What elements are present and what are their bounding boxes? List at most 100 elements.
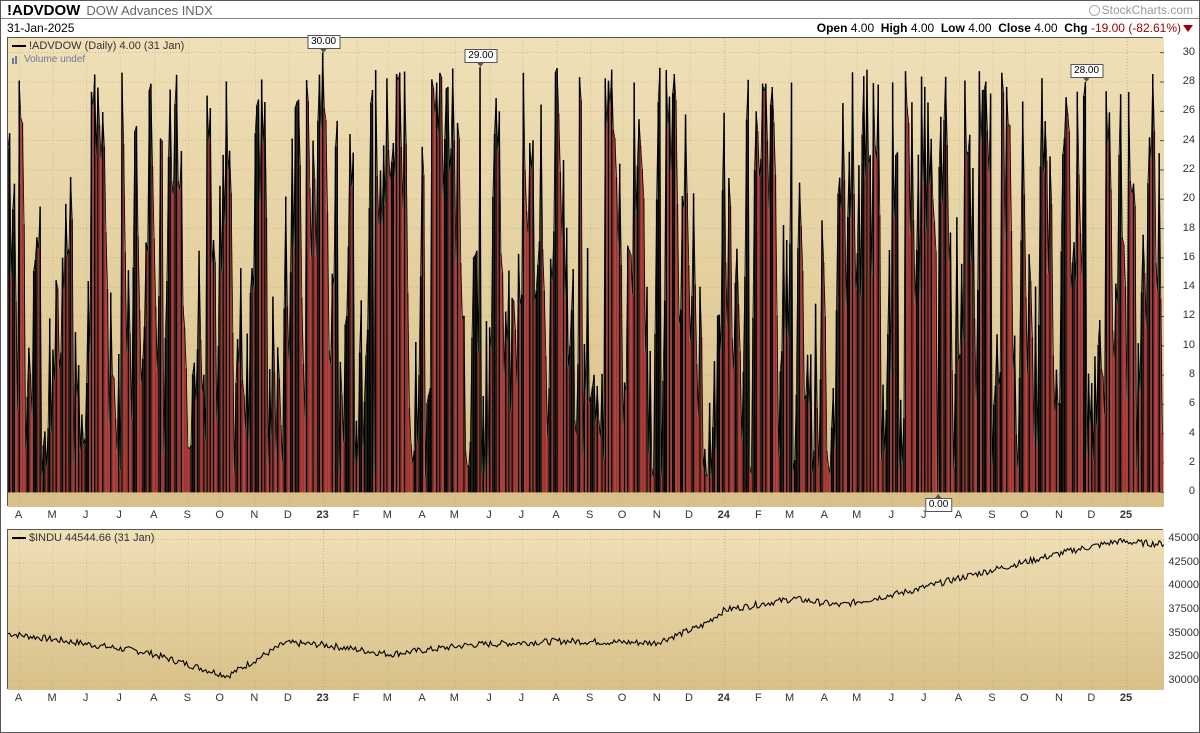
x-tick-label: D xyxy=(1087,509,1095,521)
x-tick-label: A xyxy=(955,692,962,704)
x-tick-label: J xyxy=(889,692,895,704)
x-tick-label: M xyxy=(785,692,794,704)
x-tick-label: N xyxy=(1055,509,1063,521)
high-label: High xyxy=(881,21,908,35)
x-tick-label: A xyxy=(821,692,828,704)
main-x-axis: AMJJASOND23FMAMJJASOND24FMAMJJASOND25 xyxy=(7,507,1163,527)
x-tick-label: N xyxy=(250,509,258,521)
y-tick-label: 16 xyxy=(1183,251,1195,263)
x-tick-label: N xyxy=(250,692,258,704)
x-tick-label: S xyxy=(184,509,191,521)
x-tick-label: D xyxy=(284,692,292,704)
y-tick-label: 28 xyxy=(1183,75,1195,87)
chart-header: !ADVDOW DOW Advances INDX StockCharts.co… xyxy=(1,1,1199,19)
x-tick-label: D xyxy=(284,509,292,521)
stockchart-container: !ADVDOW DOW Advances INDX StockCharts.co… xyxy=(0,0,1200,733)
y-tick-label: 32500 xyxy=(1168,650,1199,662)
x-tick-label: N xyxy=(653,509,661,521)
x-tick-label: A xyxy=(418,509,425,521)
legend-vol-icon xyxy=(12,55,22,63)
y-tick-label: 8 xyxy=(1189,368,1195,380)
x-tick-label: O xyxy=(215,509,224,521)
x-tick-label: D xyxy=(685,509,693,521)
indu-chart-svg xyxy=(8,530,1164,690)
price-callout: 30.00 xyxy=(307,35,340,49)
y-tick-label: 20 xyxy=(1183,192,1195,204)
x-tick-label: O xyxy=(1020,509,1029,521)
price-callout: 28.00 xyxy=(1070,64,1103,78)
x-tick-label: D xyxy=(1087,692,1095,704)
chg-value: -19.00 (-82.61%) xyxy=(1091,21,1181,35)
x-tick-label: A xyxy=(552,692,559,704)
price-callout: 29.00 xyxy=(464,49,497,63)
x-tick-label: J xyxy=(889,509,895,521)
x-tick-label: M xyxy=(383,509,392,521)
y-tick-label: 42500 xyxy=(1168,556,1199,568)
x-tick-label: A xyxy=(552,509,559,521)
x-tick-label: 23 xyxy=(316,692,328,704)
volume-label: Volume undef xyxy=(24,54,85,65)
indu-y-axis: 30000 32500 35000 37500 40000 42500 45000 xyxy=(1165,529,1200,689)
close-label: Close xyxy=(998,21,1031,35)
ticker-symbol: !ADVDOW xyxy=(7,2,80,19)
y-tick-label: 6 xyxy=(1189,397,1195,409)
x-tick-label: M xyxy=(785,509,794,521)
chg-label: Chg xyxy=(1064,21,1087,35)
x-tick-label: 24 xyxy=(718,509,730,521)
high-value: 4.00 xyxy=(911,21,934,35)
legend-line-icon xyxy=(12,537,26,539)
main-y-axis: 024681012141618202224262830 xyxy=(1165,37,1197,506)
y-tick-label: 30000 xyxy=(1168,674,1199,686)
main-chart-panel: !ADVDOW (Daily) 4.00 (31 Jan) Volume und… xyxy=(7,37,1163,506)
x-tick-label: F xyxy=(755,509,762,521)
x-tick-label: O xyxy=(1020,692,1029,704)
y-tick-label: 30 xyxy=(1183,46,1195,58)
main-legend-text: !ADVDOW (Daily) 4.00 (31 Jan) xyxy=(29,40,184,52)
low-value: 4.00 xyxy=(968,21,991,35)
x-tick-label: S xyxy=(988,509,995,521)
y-tick-label: 35000 xyxy=(1168,627,1199,639)
watermark-text: StockCharts.com xyxy=(1102,3,1193,17)
x-tick-label: O xyxy=(215,692,224,704)
x-tick-label: A xyxy=(15,692,22,704)
indu-legend-text: $INDU 44544.66 (31 Jan) xyxy=(29,532,154,544)
x-tick-label: M xyxy=(47,509,56,521)
y-tick-label: 18 xyxy=(1183,222,1195,234)
legend-line-icon xyxy=(12,45,26,47)
x-tick-label: N xyxy=(653,692,661,704)
x-tick-label: A xyxy=(150,509,157,521)
indu-legend: $INDU 44544.66 (31 Jan) xyxy=(12,532,154,545)
x-tick-label: 23 xyxy=(316,509,328,521)
indu-x-axis: AMJJASOND23FMAMJJASOND24FMAMJJASOND25 xyxy=(7,690,1163,710)
x-tick-label: 25 xyxy=(1120,692,1132,704)
x-tick-label: S xyxy=(586,509,593,521)
x-tick-label: M xyxy=(852,692,861,704)
y-tick-label: 45000 xyxy=(1168,532,1199,544)
x-tick-label: N xyxy=(1055,692,1063,704)
x-tick-label: J xyxy=(486,509,492,521)
x-tick-label: J xyxy=(486,692,492,704)
chart-subheader: 31-Jan-2025 Open 4.00 High 4.00 Low 4.00… xyxy=(1,19,1199,36)
chart-date: 31-Jan-2025 xyxy=(7,21,74,35)
x-tick-label: F xyxy=(353,509,360,521)
x-tick-label: M xyxy=(450,692,459,704)
x-tick-label: O xyxy=(618,509,627,521)
y-tick-label: 0 xyxy=(1189,485,1195,497)
y-tick-label: 37500 xyxy=(1168,603,1199,615)
y-tick-label: 40000 xyxy=(1168,579,1199,591)
x-tick-label: J xyxy=(519,509,525,521)
x-tick-label: O xyxy=(618,692,627,704)
x-tick-label: J xyxy=(83,692,89,704)
y-tick-label: 12 xyxy=(1183,309,1195,321)
low-label: Low xyxy=(941,21,965,35)
x-tick-label: A xyxy=(821,509,828,521)
x-tick-label: S xyxy=(988,692,995,704)
x-tick-label: 25 xyxy=(1120,509,1132,521)
x-tick-label: 24 xyxy=(718,692,730,704)
ohlc-bar: Open 4.00 High 4.00 Low 4.00 Close 4.00 … xyxy=(817,21,1193,35)
x-tick-label: J xyxy=(519,692,525,704)
y-tick-label: 14 xyxy=(1183,280,1195,292)
y-tick-label: 24 xyxy=(1183,134,1195,146)
y-tick-label: 10 xyxy=(1183,339,1195,351)
x-tick-label: J xyxy=(921,692,927,704)
